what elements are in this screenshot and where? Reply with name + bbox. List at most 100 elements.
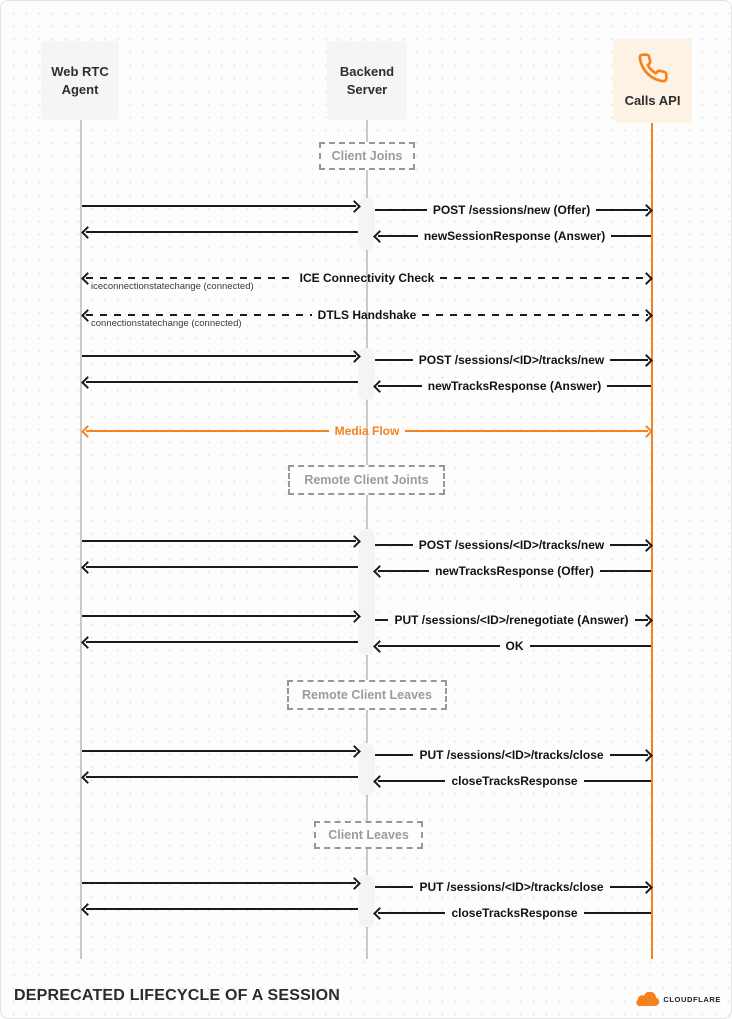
arrow-line — [86, 231, 358, 233]
activation-bar — [359, 875, 374, 927]
arrow-line — [583, 912, 652, 914]
arrow-line — [378, 235, 418, 237]
arrowhead-right-icon — [640, 308, 653, 322]
arrowhead-right-icon — [348, 876, 361, 890]
section-remote-client-leaves: Remote Client Leaves — [287, 680, 447, 710]
arrow-line — [375, 886, 414, 888]
message-label: POST /sessions/<ID>/tracks/new — [418, 353, 605, 367]
arrow-line — [86, 381, 358, 383]
arrow-line — [82, 355, 356, 357]
arrow-line — [375, 209, 427, 211]
message-label: closeTracksResponse — [451, 774, 578, 788]
activation-bar — [359, 348, 374, 400]
message-label: PUT /sessions/<ID>/renegotiate (Answer) — [394, 613, 629, 627]
arrowhead-left-icon — [373, 639, 386, 653]
message-close-tracks-response: closeTracksResponse — [373, 772, 652, 790]
arrowhead-right-icon — [348, 609, 361, 623]
message-put-tracks-close: PUT /sessions/<ID>/tracks/close — [375, 746, 653, 764]
arrowhead-left-icon — [373, 564, 386, 578]
arrowhead-left-icon — [81, 902, 94, 916]
arrow-line — [610, 359, 649, 361]
arrow-line-dashed — [422, 313, 649, 317]
message-put-renegotiate: PUT /sessions/<ID>/renegotiate (Answer) — [375, 611, 653, 629]
arrow-line — [607, 385, 651, 387]
section-remote-client-joins: Remote Client Joints — [288, 465, 445, 495]
arrowhead-right-icon — [348, 199, 361, 213]
cloudflare-cloud-icon — [633, 992, 660, 1007]
arrowhead-right-icon — [348, 744, 361, 758]
phone-icon — [637, 52, 669, 84]
arrow-line — [634, 619, 649, 621]
arrow-line — [86, 641, 358, 643]
arrow-line — [82, 540, 356, 542]
arrow-line — [375, 754, 414, 756]
participant-label: Calls API — [624, 93, 681, 109]
section-label: Remote Client Leaves — [302, 688, 432, 702]
arrowhead-left-icon — [373, 906, 386, 920]
arrow-line — [86, 566, 358, 568]
arrowhead-right-icon — [640, 538, 653, 552]
message-put-tracks-close-final: PUT /sessions/<ID>/tracks/close — [375, 878, 653, 896]
arrow-agent-to-backend — [82, 197, 361, 215]
arrow-line — [609, 886, 649, 888]
arrow-line — [86, 908, 358, 910]
message-label: DTLS Handshake — [317, 308, 417, 322]
message-label: PUT /sessions/<ID>/tracks/close — [419, 880, 604, 894]
arrow-line-dashed — [86, 276, 294, 280]
arrow-line — [375, 359, 413, 361]
arrow-line — [86, 776, 358, 778]
arrow-line — [82, 882, 356, 884]
arrow-agent-to-backend — [82, 532, 361, 550]
arrowhead-right-icon — [640, 203, 653, 217]
arrow-line — [596, 209, 648, 211]
arrow-line-dashed — [86, 313, 312, 317]
arrow-line — [82, 205, 356, 207]
arrow-agent-to-backend — [82, 347, 361, 365]
message-label: OK — [505, 639, 524, 653]
arrow-line — [609, 754, 649, 756]
message-post-sessions-new: POST /sessions/new (Offer) — [375, 201, 653, 219]
lifeline-calls-api — [651, 123, 653, 959]
arrow-backend-to-agent — [81, 900, 358, 918]
activation-bar — [359, 529, 374, 655]
arrowhead-left-icon — [81, 770, 94, 784]
message-media-flow: Media Flow — [81, 422, 653, 440]
arrowhead-left-icon — [81, 560, 94, 574]
message-label: newTracksResponse (Answer) — [427, 379, 602, 393]
event-label-dtls: connectionstatechange (connected) — [91, 318, 242, 329]
participant-label: Web RTC Agent — [51, 63, 109, 97]
arrow-line — [378, 385, 422, 387]
section-label: Client Joins — [331, 149, 403, 163]
message-new-tracks-response-answer: newTracksResponse (Answer) — [373, 377, 651, 395]
event-label-ice: iceconnectionstatechange (connected) — [91, 281, 254, 292]
arrow-line — [378, 645, 500, 647]
arrow-line — [86, 430, 329, 432]
arrowhead-right-icon — [640, 353, 653, 367]
participant-label: Backend Server — [339, 63, 395, 97]
arrow-line — [378, 780, 446, 782]
arrow-line — [378, 912, 446, 914]
message-post-tracks-new-remote: POST /sessions/<ID>/tracks/new — [375, 536, 653, 554]
arrowhead-right-icon — [348, 349, 361, 363]
arrowhead-left-icon — [373, 774, 386, 788]
message-label: closeTracksResponse — [451, 906, 578, 920]
message-label: newTracksResponse (Offer) — [435, 564, 594, 578]
arrowhead-right-icon — [640, 748, 653, 762]
arrow-agent-to-backend — [82, 607, 361, 625]
arrowhead-right-icon — [640, 424, 653, 438]
cloudflare-wordmark: CLOUDFLARE — [663, 995, 721, 1004]
page-title: DEPRECATED LIFECYCLE OF A SESSION — [14, 987, 341, 1004]
arrow-backend-to-agent — [81, 373, 358, 391]
participant-webrtc-agent: Web RTC Agent — [41, 41, 119, 120]
arrow-agent-to-backend — [82, 742, 361, 760]
message-label: POST /sessions/new (Offer) — [432, 203, 591, 217]
arrow-line — [610, 544, 649, 546]
arrowhead-right-icon — [640, 271, 653, 285]
message-new-session-response: newSessionResponse (Answer) — [373, 227, 652, 245]
arrow-line — [529, 645, 651, 647]
message-close-tracks-response-final: closeTracksResponse — [373, 904, 652, 922]
arrow-backend-to-agent — [81, 223, 358, 241]
arrow-line — [599, 570, 651, 572]
arrow-line — [378, 570, 430, 572]
arrowhead-left-icon — [81, 375, 94, 389]
